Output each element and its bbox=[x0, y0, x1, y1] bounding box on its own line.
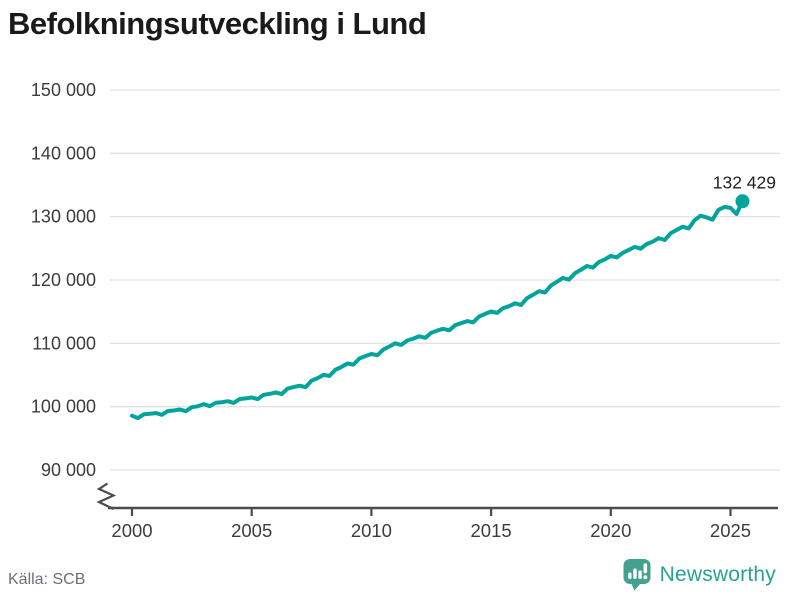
population-line-chart: 150 000 140 000 130 000 120 000 110 000 100 0… bbox=[31, 80, 780, 541]
x-axis-tick-label: 2020 bbox=[590, 520, 631, 541]
x-axis-tick-label: 2000 bbox=[111, 520, 152, 541]
y-axis-tick-label: 100 000 bbox=[31, 397, 96, 417]
end-point-dot bbox=[735, 194, 750, 209]
x-axis-tick-label: 2010 bbox=[351, 520, 392, 541]
y-axis-tick-label: 110 000 bbox=[32, 333, 96, 353]
x-axis-tick-label: 2025 bbox=[710, 520, 751, 541]
population-line bbox=[130, 199, 745, 421]
y-axis-tick-label: 150 000 bbox=[31, 80, 96, 100]
newsworthy-brand-text: Newsworthy bbox=[659, 562, 776, 586]
y-axis-tick-label: 90 000 bbox=[41, 460, 96, 480]
y-axis-tick-label: 140 000 bbox=[31, 143, 96, 163]
axis-break-icon bbox=[96, 482, 117, 510]
newsworthy-logo: Newsworthy bbox=[622, 558, 776, 591]
end-value-label: 132 429 bbox=[713, 172, 776, 192]
x-axis-tick-label: 2015 bbox=[471, 520, 512, 541]
chart-title: Befolkningsutveckling i Lund bbox=[8, 6, 427, 41]
y-axis-tick-label: 120 000 bbox=[31, 270, 96, 290]
x-axis-tick-label: 2005 bbox=[231, 520, 272, 541]
y-axis-tick-label: 130 000 bbox=[31, 207, 96, 227]
source-note: Källa: SCB bbox=[8, 571, 86, 588]
newsworthy-logo-icon bbox=[623, 559, 651, 591]
